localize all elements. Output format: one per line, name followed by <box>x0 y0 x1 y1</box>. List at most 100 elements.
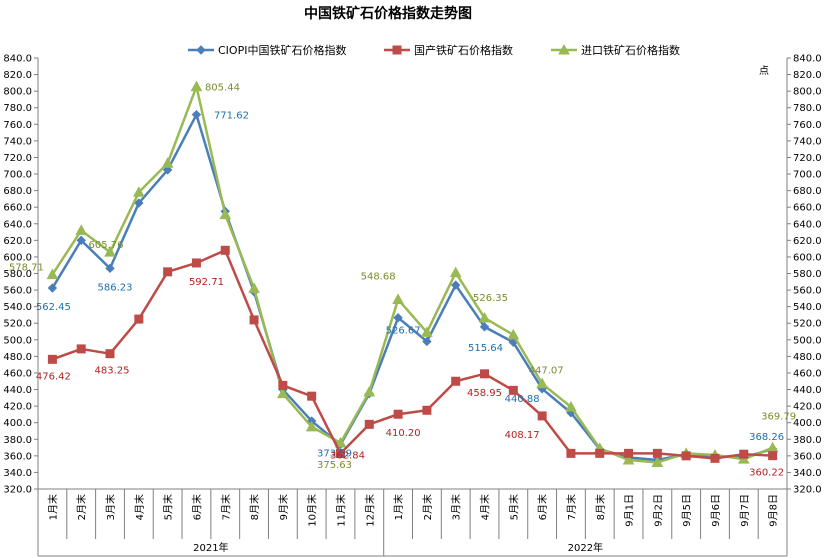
legend-item-1: 国产铁矿石价格指数 <box>384 43 513 57</box>
x-tick-label: 9月末 <box>277 494 290 520</box>
right-tick-label: 500.0 <box>793 335 822 346</box>
x-tick-label: 3月末 <box>450 494 463 520</box>
data-point-square <box>47 354 57 364</box>
left-tick-label: 380.0 <box>3 435 32 446</box>
data-label: 578.71 <box>9 263 44 274</box>
data-point-square <box>76 344 86 354</box>
right-tick-label: 540.0 <box>793 302 822 313</box>
data-point-square <box>249 315 259 325</box>
data-point-square <box>278 380 288 390</box>
left-tick-label: 420.0 <box>3 402 32 413</box>
x-tick-label: 8月末 <box>248 494 261 520</box>
right-tick-label: 480.0 <box>793 352 822 363</box>
left-tick-label: 660.0 <box>3 203 32 214</box>
x-tick-label: 9月5日 <box>681 494 693 527</box>
data-point-triangle <box>558 43 570 55</box>
left-tick-label: 680.0 <box>3 186 32 197</box>
data-point-square <box>335 448 345 458</box>
series-1 <box>47 245 778 463</box>
data-point-square <box>105 349 115 359</box>
data-point-square <box>451 376 461 386</box>
data-label: 548.68 <box>361 271 396 282</box>
data-point-triangle <box>132 186 145 197</box>
right-tick-label: 840.0 <box>793 54 822 65</box>
data-point-triangle <box>651 456 664 467</box>
data-label: 592.71 <box>189 277 224 288</box>
data-point-triangle <box>363 385 376 397</box>
right-tick-label: 740.0 <box>793 136 822 147</box>
data-point-square <box>595 448 605 458</box>
left-tick-label: 700.0 <box>3 170 32 181</box>
data-label: 373.59 <box>317 449 352 460</box>
data-point-diamond <box>162 165 173 175</box>
right-tick-label: 680.0 <box>793 186 822 197</box>
x-tick-label: 7月末 <box>565 494 578 520</box>
left-tick-label: 560.0 <box>3 286 32 297</box>
right-tick-label: 660.0 <box>793 203 822 214</box>
x-tick-label: 9月2日 <box>652 494 664 527</box>
right-tick-label: 700.0 <box>793 170 822 181</box>
data-point-triangle <box>104 246 116 257</box>
data-point-triangle <box>392 293 404 304</box>
data-point-diamond <box>422 336 432 347</box>
data-point-diamond <box>451 280 461 290</box>
data-point-square <box>566 448 576 458</box>
data-point-triangle <box>46 268 59 280</box>
data-point-square <box>422 405 432 415</box>
data-point-diamond <box>76 235 86 246</box>
right-tick-label: 320.0 <box>793 485 822 496</box>
data-point-square <box>307 391 317 401</box>
x-tick-label: 3月末 <box>104 494 117 520</box>
data-point-triangle <box>536 377 548 389</box>
right-tick-label: 360.0 <box>793 451 822 462</box>
legend-item-0: CIOPI中国铁矿石价格指数 <box>188 43 346 57</box>
chart-title: 中国铁矿石价格指数走势图 <box>304 5 472 22</box>
x-tick-label: 7月末 <box>219 494 232 520</box>
series-line <box>51 113 773 462</box>
data-point-square <box>624 448 634 458</box>
data-label: 526.35 <box>473 293 508 304</box>
right-tick-label: 340.0 <box>793 468 822 479</box>
x-tick-label: 2月末 <box>75 494 88 520</box>
left-tick-label: 720.0 <box>3 153 32 164</box>
data-label: 458.95 <box>467 388 502 399</box>
left-tick-label: 640.0 <box>3 219 32 230</box>
data-label: 410.20 <box>386 428 421 439</box>
data-label: 805.44 <box>205 83 240 94</box>
x-tick-label: 9月1日 <box>624 494 636 527</box>
x-tick-label: 9月8日 <box>768 494 780 527</box>
data-point-square <box>392 45 402 55</box>
left-tick-label: 520.0 <box>3 319 32 330</box>
x-tick-label: 4月末 <box>479 494 492 520</box>
left-tick-label: 320.0 <box>3 485 32 496</box>
x-tick-label: 11月末 <box>334 494 347 527</box>
data-point-triangle <box>421 326 433 337</box>
data-point-diamond <box>393 312 403 323</box>
series-2 <box>46 80 779 467</box>
legend-label: 进口铁矿石价格指数 <box>581 43 680 57</box>
data-point-triangle <box>766 441 779 453</box>
data-label: 362.84 <box>330 450 365 461</box>
left-tick-label: 440.0 <box>3 385 32 396</box>
right-tick-label: 440.0 <box>793 385 822 396</box>
data-point-square <box>739 449 749 459</box>
data-point-diamond <box>479 322 490 332</box>
left-tick-label: 500.0 <box>3 335 32 346</box>
left-tick-label: 460.0 <box>3 368 32 379</box>
data-label: 605.76 <box>89 240 124 251</box>
x-tick-label: 6月末 <box>190 494 203 520</box>
data-label: 562.45 <box>36 302 71 313</box>
data-label: 368.26 <box>749 432 784 443</box>
data-point-square <box>537 411 547 421</box>
data-label: 408.17 <box>505 430 540 441</box>
chart-legend: CIOPI中国铁矿石价格指数 国产铁矿石价格指数 进口铁矿石价格指数 <box>188 43 680 57</box>
legend-item-2: 进口铁矿石价格指数 <box>551 43 680 57</box>
data-label: 440.88 <box>505 394 540 405</box>
data-point-square <box>480 369 490 379</box>
chart-series <box>46 80 779 467</box>
data-label: 483.25 <box>95 366 130 377</box>
data-point-square <box>364 419 374 429</box>
x-tick-label: 12月末 <box>363 494 376 527</box>
left-tick-label: 400.0 <box>3 418 32 429</box>
